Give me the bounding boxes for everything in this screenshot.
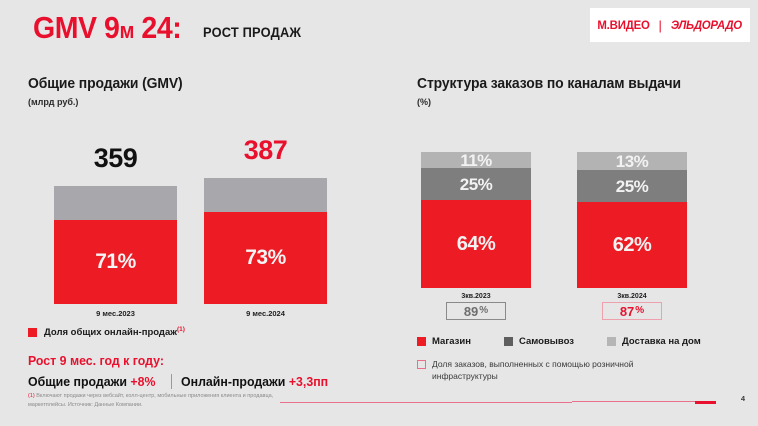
channels-2024-store-label: 62% [612, 234, 652, 256]
gmv-chart: 359 71% 9 мес.2023 387 73% 9 мес.20 [28, 118, 398, 318]
retail-share-value-2024: 87 [619, 303, 635, 319]
title-block: GMV 9м 24: РОСТ ПРОДАЖ [33, 12, 307, 43]
page-title-prefix: GMV 9 [33, 10, 120, 45]
footer-line-segment-b [572, 401, 695, 403]
legend-swatch-retail-icon [417, 360, 426, 369]
channels-column-2023: 11% 25% 64% 3кв.2023 [421, 152, 531, 300]
channels-bar-2023: 11% 25% 64% [421, 152, 531, 288]
retail-share-pct-2024: % [635, 305, 645, 316]
growth-divider [171, 374, 173, 390]
retail-share-badge-2023: 89% [446, 302, 506, 320]
logo-mvideo-text: М.ВИДЕО [597, 18, 651, 32]
growth-item-online: Онлайн-продажи +3,3пп [181, 374, 328, 389]
growth-item-total-label: Общие продажи [28, 374, 131, 390]
channels-xlabel-2023: 3кв.2023 [461, 293, 491, 300]
channels-xlabel-2024: 3кв.2024 [617, 293, 647, 300]
gmv-legend-footnote-mark: (1) [177, 326, 185, 333]
channels-panel: Структура заказов по каналам выдачи (%) … [417, 76, 747, 383]
growth-item-total-value: +8% [130, 374, 156, 390]
company-logo: М.ВИДЕО | ЭЛЬДОРАДО [590, 8, 750, 42]
footnote-text: Включают продажи через вебсайт, колл-цен… [28, 393, 274, 409]
footer-decorative-line [280, 401, 716, 404]
growth-item-online-value: +3,3пп [289, 374, 329, 390]
retail-infrastructure-note-text: Доля заказов, выполненных с помощью розн… [432, 359, 634, 382]
legend-swatch-store-icon [417, 337, 426, 346]
channels-unit-label: (%) [417, 97, 432, 108]
gmv-column-2024: 387 73% 9 мес.2024 [204, 137, 327, 318]
channels-2024-pickup-label: 25% [615, 176, 649, 196]
growth-block: Рост 9 мес. год к году: Общие продажи +8… [28, 353, 398, 390]
page-title-suffix: 24: [133, 10, 182, 45]
channels-2023-delivery-label: 11% [460, 150, 492, 170]
logo-separator: | [658, 17, 662, 33]
footnote: (1) Включают продажи через вебсайт, колл… [28, 392, 278, 411]
channels-section-title: Структура заказов по каналам выдачи [417, 76, 681, 92]
growth-item-online-label: Онлайн-продажи [181, 374, 290, 390]
growth-item-total: Общие продажи +8% [28, 374, 155, 389]
gmv-total-2023: 359 [93, 143, 138, 173]
gmv-bar-2024: 73% [204, 178, 327, 304]
legend-item-pickup: Самовывоз [503, 336, 575, 347]
channels-legend: Магазин Самовывоз Доставка на дом [417, 336, 747, 347]
gmv-bar-2024-offline [204, 178, 327, 212]
retail-share-pct-2023: % [479, 305, 489, 316]
gmv-unit-label: (млрд руб.) [28, 97, 79, 108]
retail-share-row: 89% 87% [417, 302, 747, 324]
gmv-total-2024: 387 [243, 135, 288, 165]
channels-2023-store-label: 64% [456, 233, 496, 255]
gmv-bar-2023-offline [54, 186, 177, 220]
gmv-xlabel-2024: 9 мес.2024 [246, 309, 285, 318]
gmv-legend: Доля общих онлайн-продаж(1) [28, 326, 398, 338]
gmv-legend-label-text: Доля общих онлайн-продаж [44, 327, 177, 339]
page-subtitle: РОСТ ПРОДАЖ [203, 25, 302, 40]
legend-swatch-delivery-icon [607, 337, 617, 346]
channels-2023-pickup-label: 25% [459, 174, 493, 194]
slide-header: GMV 9м 24: РОСТ ПРОДАЖ М.ВИДЕО | ЭЛЬДОРА… [0, 0, 758, 56]
gmv-bar-2023-online: 71% [54, 220, 177, 304]
legend-label-delivery: Доставка на дом [622, 336, 701, 347]
retail-infrastructure-note: Доля заказов, выполненных с помощью розн… [417, 358, 747, 383]
retail-share-badge-2024: 87% [602, 302, 662, 320]
page-title: GMV 9м 24: [33, 10, 182, 45]
gmv-bar-2023: 71% [54, 186, 177, 304]
legend-label-store: Магазин [432, 336, 471, 347]
legend-item-store: Магазин [417, 336, 471, 347]
gmv-bar-2024-online: 73% [204, 212, 327, 304]
gmv-share-label-2023: 71% [95, 250, 136, 273]
gmv-xlabel-2023: 9 мес.2023 [96, 309, 135, 318]
logo-eldorado-text: ЭЛЬДОРАДО [670, 18, 742, 32]
gmv-section-title: Общие продажи (GMV) [28, 76, 183, 92]
footer-line-segment-a [280, 402, 572, 404]
gmv-panel: Общие продажи (GMV) (млрд руб.) 359 71% … [28, 76, 398, 390]
page-number: 4 [740, 394, 745, 403]
growth-values-row: Общие продажи +8% Онлайн-продажи +3,3пп [28, 374, 398, 390]
channels-bar-2024: 13% 25% 62% [577, 152, 687, 288]
growth-heading: Рост 9 мес. год к году: [28, 353, 164, 369]
gmv-share-label-2024: 73% [245, 246, 286, 269]
channels-2024-delivery-label: 13% [615, 151, 649, 171]
legend-label-pickup: Самовывоз [518, 336, 575, 347]
page-title-small: м [119, 18, 134, 43]
channels-chart: 11% 25% 64% 3кв.2023 13% [417, 120, 747, 300]
channels-column-2024: 13% 25% 62% 3кв.2024 [577, 152, 687, 300]
legend-swatch-online-icon [28, 327, 37, 337]
channels-2023-delivery: 11% [421, 150, 531, 170]
legend-item-delivery: Доставка на дом [607, 336, 701, 347]
footnote-mark: (1) [28, 393, 35, 399]
retail-share-value-2023: 89 [463, 303, 479, 319]
gmv-legend-label: Доля общих онлайн-продаж(1) [44, 326, 185, 338]
channels-2024-delivery: 13% [577, 152, 687, 170]
gmv-column-2023: 359 71% 9 мес.2023 [54, 145, 177, 318]
footer-line-segment-c [695, 401, 716, 404]
channels-2024-pickup: 25% [577, 170, 687, 202]
channels-2024-store: 62% [577, 202, 687, 288]
legend-swatch-pickup-icon [503, 337, 513, 346]
channels-2023-pickup: 25% [421, 168, 531, 200]
channels-2023-store: 64% [421, 200, 531, 288]
